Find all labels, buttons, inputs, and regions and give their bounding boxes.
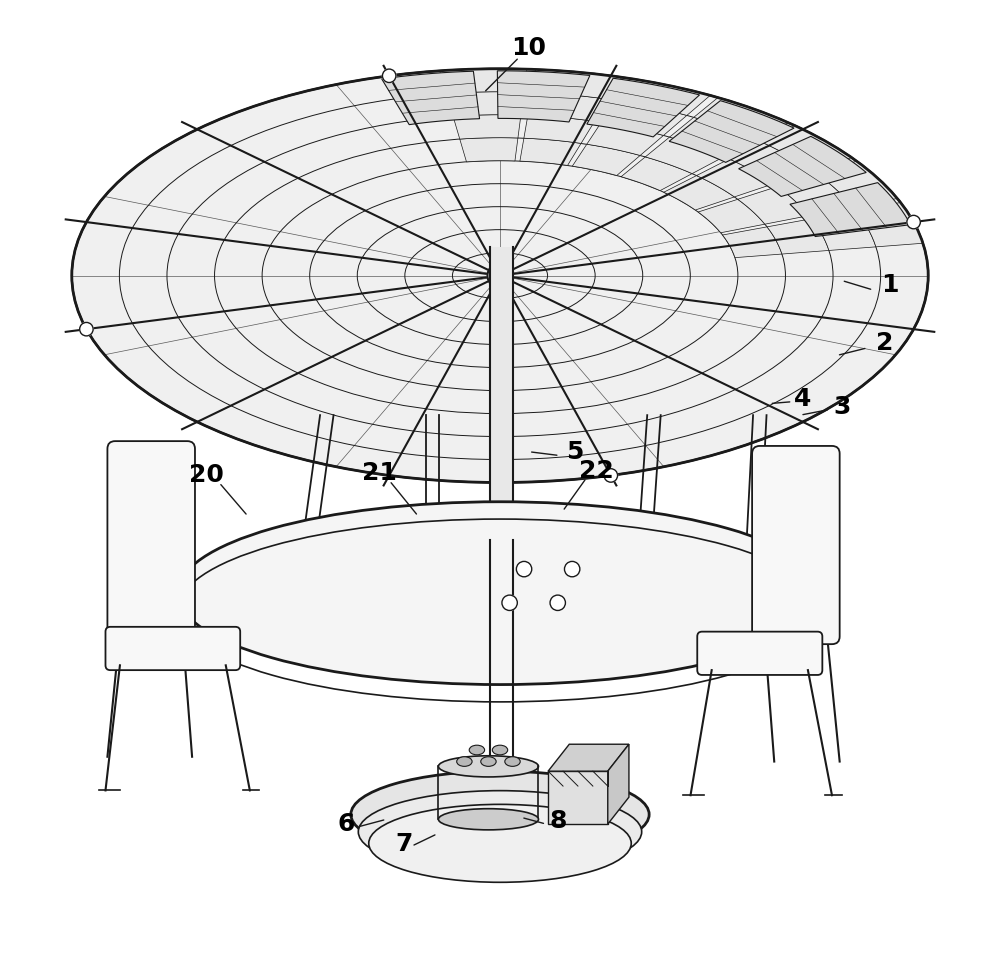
Ellipse shape [351,771,649,858]
Polygon shape [440,69,527,94]
Circle shape [604,469,618,482]
Polygon shape [777,174,853,215]
Polygon shape [572,144,640,176]
Polygon shape [694,97,788,140]
Polygon shape [790,182,911,236]
Polygon shape [698,200,765,233]
Circle shape [516,562,532,577]
Polygon shape [490,247,513,540]
Circle shape [382,69,396,83]
Circle shape [564,562,580,577]
Ellipse shape [481,757,496,766]
FancyBboxPatch shape [752,446,840,645]
Ellipse shape [492,745,508,755]
Polygon shape [669,100,794,162]
Circle shape [80,322,93,336]
Text: 8: 8 [549,810,566,833]
Polygon shape [453,115,521,139]
Polygon shape [548,744,629,771]
Polygon shape [532,69,622,99]
Ellipse shape [438,756,538,777]
FancyBboxPatch shape [105,627,240,670]
Ellipse shape [457,757,472,766]
Polygon shape [524,115,595,144]
Text: 2: 2 [876,331,894,355]
Polygon shape [817,161,897,207]
Polygon shape [767,219,829,254]
Polygon shape [645,137,724,174]
Polygon shape [528,93,608,122]
Polygon shape [739,136,866,197]
Text: 6: 6 [337,813,355,836]
Polygon shape [762,125,852,171]
Circle shape [487,263,513,289]
Ellipse shape [438,809,538,830]
Polygon shape [497,70,590,122]
Polygon shape [670,118,756,156]
Text: 5: 5 [566,440,584,464]
Text: 7: 7 [395,832,412,856]
Ellipse shape [505,757,520,766]
Polygon shape [696,159,773,197]
Polygon shape [446,92,524,117]
Polygon shape [856,203,923,247]
Text: 20: 20 [189,463,224,486]
FancyBboxPatch shape [107,441,195,640]
Polygon shape [382,71,480,124]
Polygon shape [812,210,876,251]
Polygon shape [664,176,734,210]
Polygon shape [460,138,518,162]
Circle shape [550,595,565,611]
Ellipse shape [469,745,485,755]
Ellipse shape [369,805,631,882]
Polygon shape [738,186,809,224]
Polygon shape [601,100,687,135]
Text: 22: 22 [579,459,614,482]
Polygon shape [608,744,629,824]
Polygon shape [723,227,782,258]
Polygon shape [587,123,663,155]
Ellipse shape [178,502,822,684]
Polygon shape [587,78,700,137]
Text: 21: 21 [362,461,397,484]
Polygon shape [520,138,581,165]
Polygon shape [616,78,710,116]
Ellipse shape [72,69,928,482]
Text: 3: 3 [833,396,850,420]
Polygon shape [729,142,813,183]
FancyBboxPatch shape [697,632,822,675]
Text: 4: 4 [794,387,812,411]
Circle shape [907,215,920,229]
Circle shape [502,595,517,611]
Text: 10: 10 [511,36,546,60]
Polygon shape [548,771,608,824]
Text: 1: 1 [881,273,898,297]
Ellipse shape [358,790,642,873]
Polygon shape [621,157,692,191]
